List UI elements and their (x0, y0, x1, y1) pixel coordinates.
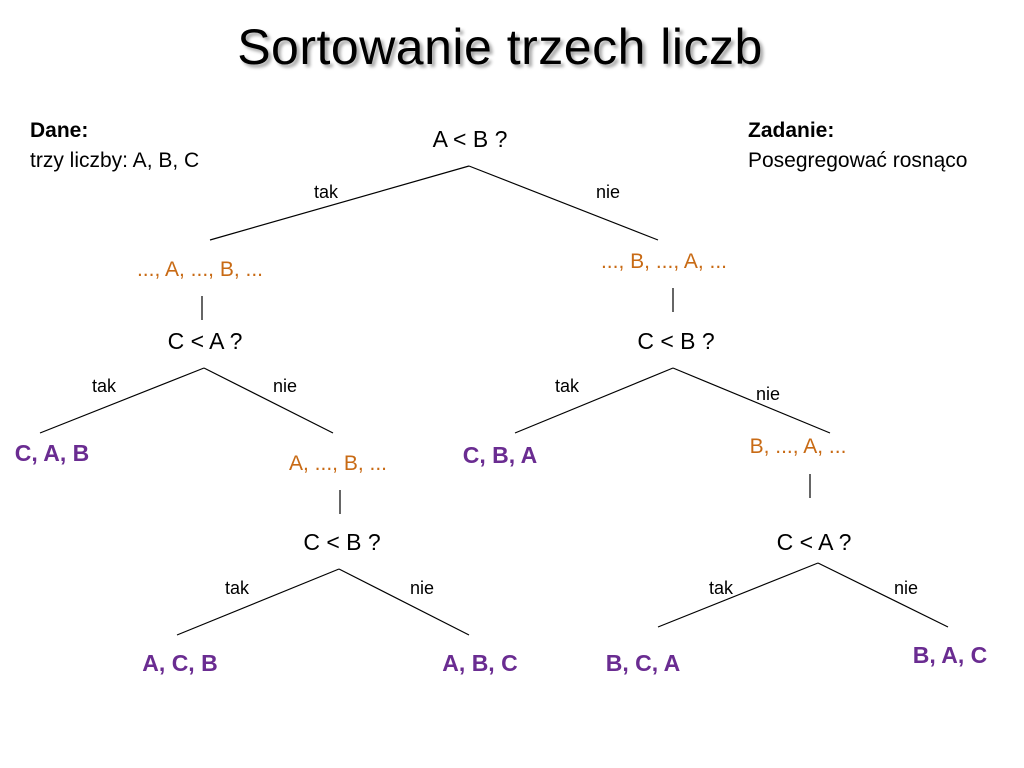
given-text: trzy liczby: A, B, C (30, 149, 200, 172)
edge-q3l-right (338, 568, 470, 636)
result-c-b-a: C, B, A (462, 442, 538, 468)
branch-label-q3l-no: nie (409, 578, 435, 598)
branch-label-q2l-yes: tak (91, 376, 117, 396)
question-right-3: C < A ? (776, 529, 852, 555)
edge-q3r-right (817, 562, 949, 628)
slide-title: Sortowanie trzech liczb (237, 19, 763, 75)
partial-order-left-2: A, ..., B, ... (288, 452, 388, 475)
edge-root-left (209, 165, 470, 241)
task-heading: Zadanie: (748, 119, 835, 142)
result-b-c-a: B, C, A (605, 650, 681, 676)
result-a-b-c: A, B, C (442, 650, 518, 676)
result-a-c-b: A, C, B (142, 650, 218, 676)
edge-q2r-left (514, 367, 674, 434)
edge-root-right (468, 165, 659, 241)
branch-label-root-no: nie (595, 182, 621, 202)
question-right-2: C < B ? (637, 328, 715, 354)
question-root: A < B ? (432, 126, 508, 152)
edge-q2l-left (39, 367, 205, 434)
branch-label-q2r-no: nie (755, 384, 781, 404)
task-text: Posegregować rosnąco (748, 149, 968, 172)
edge-q2r-right (672, 367, 831, 434)
question-left-3: C < B ? (303, 529, 381, 555)
partial-order-left: ..., A, ..., B, ... (136, 258, 264, 281)
result-c-a-b: C, A, B (14, 440, 90, 466)
question-left-2: C < A ? (167, 328, 243, 354)
branch-label-q3r-no: nie (893, 578, 919, 598)
branch-label-q2l-no: nie (272, 376, 298, 396)
branch-label-q2r-yes: tak (554, 376, 580, 396)
edge-q3r-left (657, 562, 819, 628)
branch-label-q3r-yes: tak (708, 578, 734, 598)
branch-label-q3l-yes: tak (224, 578, 250, 598)
branch-label-root-yes: tak (313, 182, 339, 202)
edge-q3l-left (176, 568, 340, 636)
edge-q2l-right (203, 367, 334, 434)
partial-order-right: ..., B, ..., A, ... (600, 250, 728, 273)
result-b-a-c: B, A, C (912, 642, 988, 668)
task-box: Zadanie: Posegregować rosnąco (748, 116, 967, 176)
given-heading: Dane: (30, 119, 89, 142)
given-box: Dane: trzy liczby: A, B, C (30, 116, 199, 176)
partial-order-right-2: B, ..., A, ... (749, 435, 847, 458)
